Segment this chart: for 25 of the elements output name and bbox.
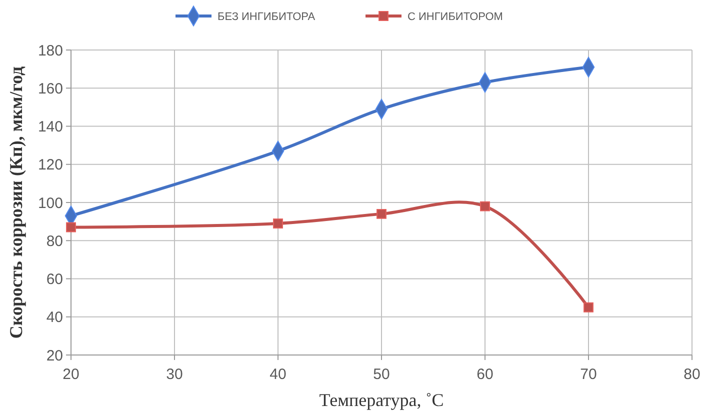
point xyxy=(376,208,386,219)
x-tick-label: 40 xyxy=(270,366,286,383)
point xyxy=(273,218,283,228)
y-axis-title: Скорость коррозии (Кп), мкм/год xyxy=(6,66,26,339)
x-axis-title: Температура, ˚C xyxy=(319,390,444,410)
point xyxy=(584,302,594,312)
legend-label: С ИНГИБИТОРОМ xyxy=(408,10,503,23)
y-tick-label: 180 xyxy=(38,42,63,60)
y-tick-label: 80 xyxy=(46,232,63,250)
legend-label: БЕЗ ИНГИБИТОРА xyxy=(218,10,316,23)
point xyxy=(66,222,76,232)
x-tick-label: 60 xyxy=(476,366,494,383)
point xyxy=(480,201,490,212)
x-tick-label: 70 xyxy=(580,366,597,383)
x-tick-label: 20 xyxy=(62,366,80,383)
y-tick-label: 20 xyxy=(46,347,63,364)
y-tick-label: 60 xyxy=(46,271,63,288)
x-tick-label: 30 xyxy=(166,366,183,383)
y-tick-label: 140 xyxy=(38,118,63,136)
y-tick-label: 40 xyxy=(46,309,63,326)
x-tick-label: 80 xyxy=(684,366,700,383)
x-tick-label: 50 xyxy=(373,366,390,383)
y-tick-label: 100 xyxy=(38,194,63,212)
y-tick-label: 120 xyxy=(38,156,63,174)
y-tick-label: 160 xyxy=(38,80,63,98)
